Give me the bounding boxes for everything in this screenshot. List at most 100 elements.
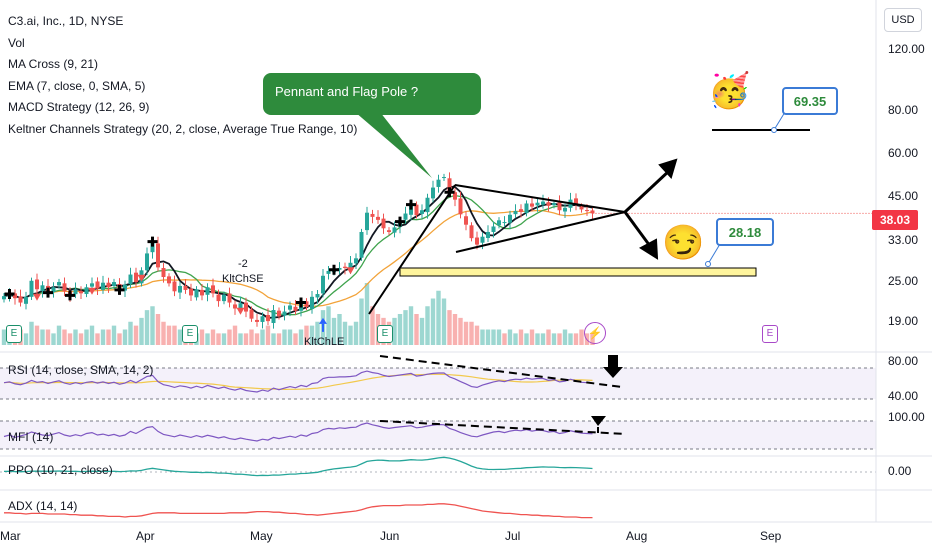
volume-bar xyxy=(282,329,287,345)
target-down-anchor xyxy=(705,261,711,267)
volume-bar xyxy=(546,329,551,345)
legend-ma-cross[interactable]: MA Cross (9, 21) xyxy=(8,57,99,71)
ppo-tick-label: 0.00 xyxy=(888,464,912,478)
volume-bar xyxy=(51,333,56,345)
callout-pointer xyxy=(355,112,432,178)
candle-body xyxy=(51,287,56,293)
candle-body xyxy=(304,301,309,307)
candle-body xyxy=(277,310,281,317)
volume-bar xyxy=(221,333,227,345)
dividend-bolt-icon[interactable]: ⚡ xyxy=(584,322,606,344)
legend-ema[interactable]: EMA (7, close, 0, SMA, 5) xyxy=(8,78,146,93)
volume-bar xyxy=(111,325,117,345)
ppo-line xyxy=(3,456,593,477)
volume-bar xyxy=(342,321,348,345)
candle-body xyxy=(585,210,589,212)
legend-macd-strategy[interactable]: MACD Strategy (12, 26, 9) xyxy=(8,100,150,114)
volume-bar xyxy=(89,325,95,345)
volume-bar xyxy=(502,333,507,345)
earnings-badge[interactable]: E xyxy=(377,325,393,343)
candle-body xyxy=(150,241,155,253)
legend-volume[interactable]: Vol xyxy=(8,35,25,50)
upcoming-earnings-badge[interactable]: E xyxy=(762,325,778,343)
volume-bar xyxy=(304,325,309,345)
earnings-badge[interactable]: E xyxy=(182,325,198,343)
rsi-line xyxy=(3,370,593,393)
breakdown-arrow-head xyxy=(639,238,659,260)
volume-bar xyxy=(485,329,491,345)
candle-body xyxy=(244,302,248,312)
candle-body xyxy=(227,293,232,303)
volume-bar xyxy=(56,325,62,345)
volume-bar xyxy=(117,333,122,345)
mfi-line xyxy=(3,422,593,442)
candle-body xyxy=(95,281,100,289)
adx-pane-title[interactable]: ADX (14, 14) xyxy=(8,499,78,513)
volume-bar xyxy=(265,325,271,345)
breakout-arrow-head xyxy=(658,158,678,179)
sell-arrow-marker xyxy=(236,307,245,315)
candle-body xyxy=(167,276,171,284)
candle-body xyxy=(552,203,556,206)
adx-line xyxy=(4,503,593,519)
candle-body xyxy=(574,198,578,205)
target-up-label[interactable]: 69.35 xyxy=(782,87,838,115)
candle-body xyxy=(458,198,463,215)
volume-bar xyxy=(535,333,540,345)
volume-bar xyxy=(298,329,304,345)
legend-keltner-strategy[interactable]: Keltner Channels Strategy (20, 2, close,… xyxy=(8,121,358,136)
candle-body xyxy=(381,218,386,229)
currency-button[interactable]: USD xyxy=(884,8,922,32)
rsi-divergence-line xyxy=(379,355,623,388)
volume-bar xyxy=(557,333,562,345)
mfi-pane-title[interactable]: MFI (14) xyxy=(8,430,54,444)
candle-body xyxy=(475,237,479,245)
y-tick-label: 45.00 xyxy=(888,189,919,203)
rsi-pane-title[interactable]: RSI (14, close, SMA, 14, 2) xyxy=(8,363,154,377)
ppo-pane-title[interactable]: PPO (10, 21, close) xyxy=(8,463,113,477)
volume-bar xyxy=(331,317,337,345)
volume-bar xyxy=(100,329,106,345)
volume-bar xyxy=(491,329,496,345)
candle-body xyxy=(211,285,215,294)
ma-cross-marker xyxy=(114,284,125,295)
volume-bar xyxy=(573,333,579,345)
candle-body xyxy=(310,296,314,309)
earnings-badge[interactable]: E xyxy=(6,325,22,343)
ma-cross-marker xyxy=(395,216,405,227)
volume-bar xyxy=(414,314,419,345)
candle-body xyxy=(480,236,485,243)
candle-body xyxy=(79,291,83,294)
candle-body xyxy=(464,216,468,225)
volume-bar xyxy=(78,333,84,345)
candle-body xyxy=(431,187,435,199)
volume-bar xyxy=(408,306,414,345)
volume-bar xyxy=(496,329,502,345)
volume-bar xyxy=(155,314,161,345)
volume-bar xyxy=(463,321,469,345)
candle-body xyxy=(271,310,276,324)
rsi-tick-label: 40.00 xyxy=(888,389,919,403)
candle-body xyxy=(337,267,342,270)
y-tick-label: 33.00 xyxy=(888,233,919,247)
rsi-down-arrow-icon xyxy=(603,355,623,378)
volume-bar xyxy=(452,314,458,345)
target-down-label[interactable]: 28.18 xyxy=(716,218,774,246)
pennant-callout[interactable]: Pennant and Flag Pole ? xyxy=(263,73,481,115)
candle-body xyxy=(497,220,501,226)
sell-arrow-marker xyxy=(137,274,146,282)
candle-body xyxy=(145,253,149,271)
candle-body xyxy=(293,306,298,311)
volume-bar xyxy=(23,333,29,345)
symbol-title[interactable]: C3.ai, Inc., 1D, NYSE xyxy=(8,14,124,28)
candle-body xyxy=(161,268,166,278)
candle-body xyxy=(321,275,325,294)
candle-body xyxy=(315,294,320,298)
candle-body xyxy=(530,203,534,207)
volume-bar xyxy=(529,329,535,345)
candle-body xyxy=(233,304,237,309)
volume-bar xyxy=(177,329,183,345)
volume-bar xyxy=(370,306,375,345)
volume-bar xyxy=(40,329,45,345)
